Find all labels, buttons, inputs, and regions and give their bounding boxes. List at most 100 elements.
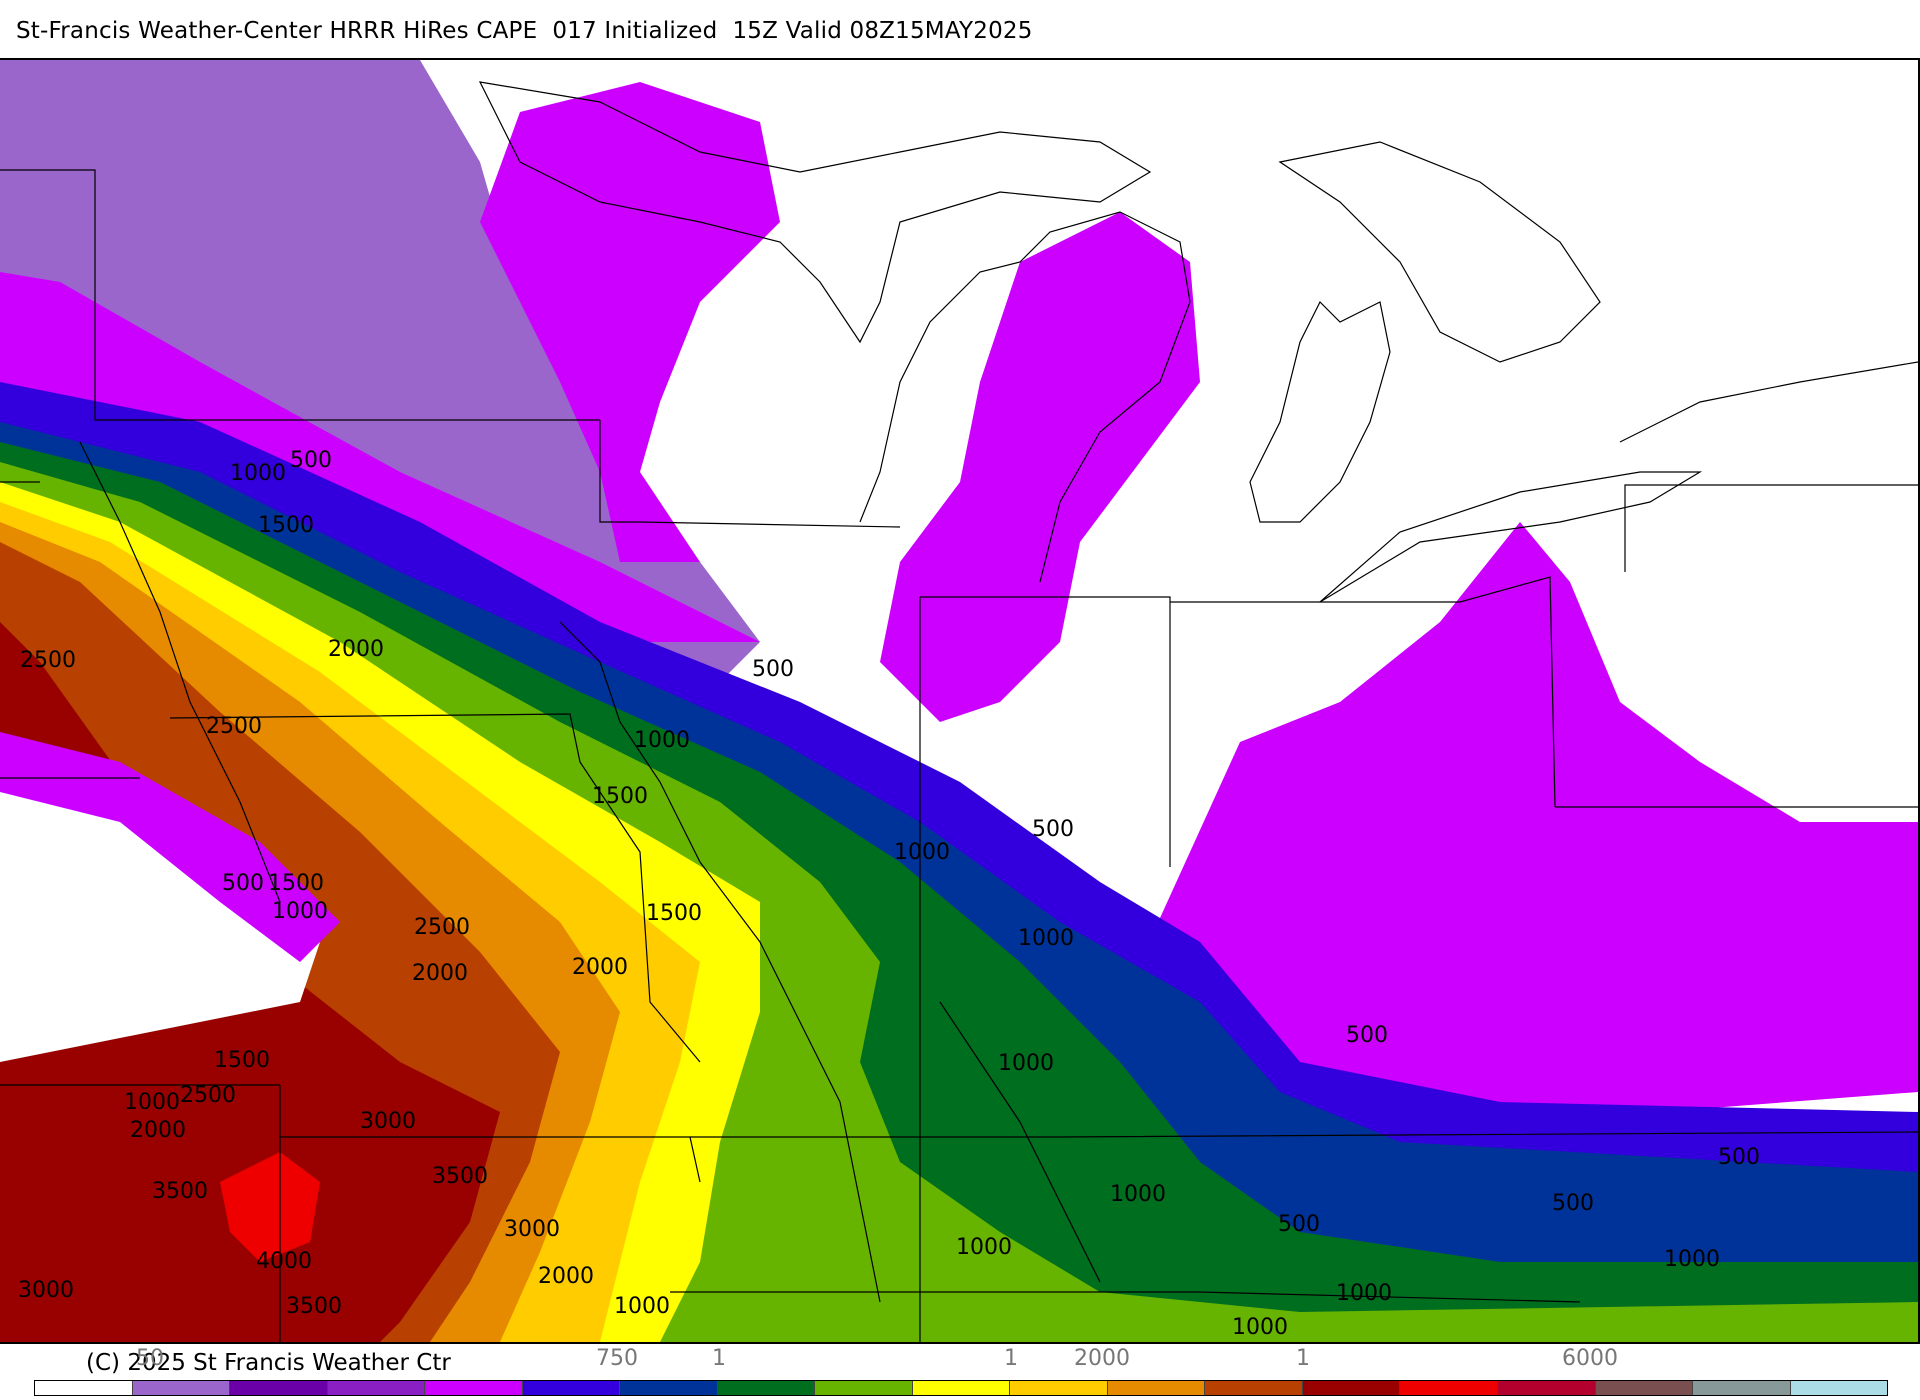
contour-label: 3500 (432, 1164, 488, 1189)
boundary-layer (0, 81, 1918, 1342)
contour-label: 1000 (230, 461, 286, 486)
colorbar-segment (35, 1381, 133, 1395)
colorbar-tick-label: 50 (136, 1346, 164, 1371)
colorbar-segment (717, 1381, 816, 1395)
contour-label: 1000 (1336, 1281, 1392, 1306)
contour-label: 3500 (152, 1179, 208, 1204)
lake-shore (859, 211, 1191, 583)
colorbar-segment (1205, 1381, 1303, 1395)
contour-label: 500 (1552, 1191, 1594, 1216)
contour-label: 500 (1032, 817, 1074, 842)
colorbar-legend (34, 1380, 1888, 1396)
contour-label: 500 (1718, 1145, 1760, 1170)
contour-label: 1000 (1232, 1315, 1288, 1340)
contour-label: 1000 (1664, 1247, 1720, 1272)
contour-label: 1000 (634, 728, 690, 753)
copyright-text: (C) 2025 St Francis Weather Ctr (86, 1350, 451, 1376)
cape-area-lavender-nw (0, 60, 760, 702)
contour-label: 1500 (214, 1048, 270, 1073)
contour-label: 1000 (1110, 1182, 1166, 1207)
colorbar-tick-label: 1 (712, 1346, 726, 1371)
colorbar-segment (522, 1381, 621, 1395)
colorbar-segment (1497, 1381, 1596, 1395)
state-boundary (0, 169, 600, 421)
contour-label: 4000 (256, 1249, 312, 1274)
contour-label: 1000 (998, 1051, 1054, 1076)
contour-label: 2000 (130, 1118, 186, 1143)
contour-label: 2000 (412, 961, 468, 986)
colorbar-tick-label: 6000 (1562, 1346, 1618, 1371)
contour-label: 500 (222, 871, 264, 896)
contour-label: 1500 (592, 784, 648, 809)
state-boundary (690, 1131, 1918, 1138)
colorbar-tick-label: 750 (596, 1346, 638, 1371)
colorbar-segment (230, 1381, 328, 1395)
cape-area-magenta-east (1140, 522, 1918, 1132)
colorbar-segment (1790, 1381, 1888, 1395)
colorbar-segment (1302, 1381, 1401, 1395)
contour-label: 2000 (538, 1264, 594, 1289)
colorbar-segment (1595, 1381, 1694, 1395)
contour-label: 1000 (272, 899, 328, 924)
contour-label: 3000 (360, 1109, 416, 1134)
contour-label: 2500 (20, 648, 76, 673)
lake-shore (1619, 361, 1918, 443)
river (79, 441, 281, 903)
contour-labels: 500 1000 1500 2000 2500 2500 500 1000 15… (18, 448, 1760, 1340)
cape-area-magenta-mich (880, 212, 1200, 722)
colorbar-segment (132, 1381, 231, 1395)
contour-label: 500 (752, 657, 794, 682)
cape-fill-layer (0, 60, 1918, 1342)
colorbar-segment (620, 1381, 718, 1395)
map-title: St-Francis Weather-Center HRRR HiRes CAP… (16, 18, 1033, 44)
contour-label: 2500 (180, 1083, 236, 1108)
colorbar-tick-label: 2000 (1074, 1346, 1130, 1371)
cape-area-magenta-lake (480, 82, 780, 562)
contour-label: 500 (1346, 1023, 1388, 1048)
contour-label: 2000 (572, 955, 628, 980)
contour-label: 2500 (414, 915, 470, 940)
cape-area-magenta-nw (0, 272, 760, 642)
contour-label: 1500 (258, 513, 314, 538)
contour-label: 1000 (1018, 926, 1074, 951)
contour-label: 1000 (614, 1294, 670, 1319)
state-boundary (1624, 484, 1918, 572)
contour-label: 1000 (956, 1235, 1012, 1260)
lake-huron (1278, 141, 1601, 363)
lake-shore (1319, 471, 1703, 603)
contour-label: 3000 (18, 1278, 74, 1303)
state-boundary (169, 713, 701, 1063)
colorbar-tick-label: 1 (1004, 1346, 1018, 1371)
contour-label: 3500 (286, 1294, 342, 1319)
colorbar-segment (1107, 1381, 1206, 1395)
colorbar-segment (912, 1381, 1011, 1395)
state-boundary (599, 420, 901, 528)
colorbar-segment (327, 1381, 426, 1395)
contour-label: 3000 (504, 1217, 560, 1242)
lake-shore (1249, 300, 1391, 523)
state-boundary (1170, 576, 1556, 808)
lake-superior (478, 81, 1152, 344)
contour-label: 500 (1278, 1212, 1320, 1237)
colorbar-segment (1693, 1381, 1791, 1395)
cape-map: 500 1000 1500 2000 2500 2500 500 1000 15… (0, 58, 1920, 1344)
colorbar-segment (425, 1381, 523, 1395)
contour-label: 2000 (328, 637, 384, 662)
state-boundary (920, 596, 1171, 867)
river (559, 621, 881, 1303)
river (939, 1001, 1101, 1283)
colorbar-tick-label: 1 (1296, 1346, 1310, 1371)
cape-area-red (220, 1152, 320, 1262)
cape-area-white-west (0, 772, 320, 1062)
contour-label: 1500 (646, 901, 702, 926)
colorbar-segment (815, 1381, 913, 1395)
contour-label: 1000 (894, 840, 950, 865)
colorbar-segment (1400, 1381, 1498, 1395)
cape-area-magenta-west (0, 732, 340, 962)
contour-label: 500 (290, 448, 332, 473)
contour-label: 1000 (124, 1090, 180, 1115)
colorbar-segment (1010, 1381, 1108, 1395)
state-boundary (670, 1291, 1581, 1303)
contour-label: 1500 (268, 871, 324, 896)
contour-label: 2500 (206, 714, 262, 739)
